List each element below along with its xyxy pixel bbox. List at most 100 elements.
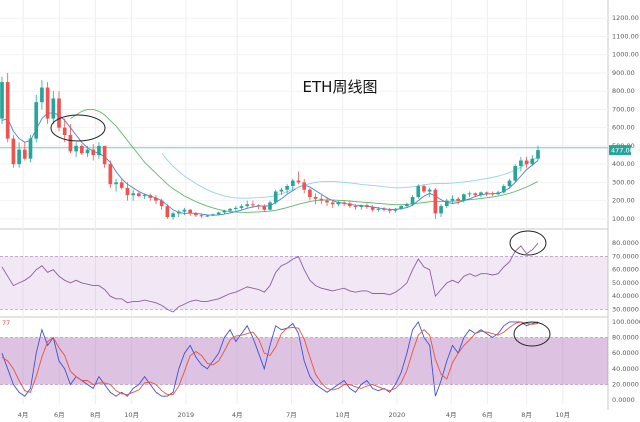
candle [330,200,335,208]
x-tick-label: 2020 [389,411,406,419]
candle-body [410,196,415,205]
candle [279,187,284,196]
candle [256,204,261,209]
candle-body [251,204,255,206]
price-tick-label: 800.00 [612,87,635,95]
candle-body [119,182,124,188]
candle [205,214,210,218]
candle [376,207,381,212]
candle [296,171,301,185]
candle [359,204,364,210]
candle-body [382,208,386,210]
candle [405,202,409,208]
candle-body [165,206,170,218]
candle [273,189,278,205]
candle [91,144,96,161]
candle [467,191,472,197]
x-tick-label: 8月 [90,411,101,419]
candle-body [216,212,221,215]
stoch-tick-label: 60.0000 [612,349,639,357]
candle [387,207,392,214]
candle-body [319,198,324,201]
candle [85,145,90,157]
candle-body [131,193,135,196]
candle [211,213,215,217]
candle [119,178,124,190]
price-tick-label: 1000.00 [612,51,639,59]
candle [501,184,506,194]
candle [125,182,130,201]
price-tick-label: 300.00 [612,178,635,186]
candle-body [91,149,96,156]
candle-body [296,180,301,183]
x-tick-label: 10月 [555,411,570,419]
annotation-layer [50,114,551,347]
x-tick-label: 10月 [335,411,350,419]
candle-body [524,160,529,165]
last-price-badge [609,145,631,156]
candle [325,196,329,207]
candle-body [490,193,495,195]
candle [62,118,67,143]
candle [422,184,426,194]
ma-long-line [161,152,539,199]
candle-body [211,214,215,216]
price-tick-label: 100.00 [612,215,635,223]
candle-body [85,149,90,154]
candle-body [416,186,421,197]
stoch-tick-label: 0.0000 [612,396,635,404]
candle [57,91,61,132]
candle-body [387,209,392,211]
last-price-label: 477.08 [611,147,634,155]
candle-body [17,149,21,165]
candle-body [325,200,329,203]
price-tick-label: 400.00 [612,160,635,168]
x-tick-label: 4月 [446,411,457,419]
stoch-tick-label: 100.0000 [612,318,640,326]
candle-body [40,87,44,103]
candle [347,201,352,208]
candle-body [159,200,164,207]
candle [0,76,4,125]
candle-body [108,164,113,185]
candle [342,200,346,207]
rsi-tick-label: 80.0000 [612,239,639,247]
candle-body [148,195,153,198]
annotation-ellipse [513,321,551,347]
candle [148,193,153,201]
candle-body [347,203,352,207]
candle-body [353,206,358,208]
candle [450,195,455,205]
annotation-ellipse [509,230,547,256]
candle [79,144,84,156]
candle [182,207,187,216]
candle [28,134,33,163]
axis-layer: 4月 6月 8月 10月 2019 4月 7月 10月 2020 4月 6月 8月 10月 100.00 2… [2,14,640,419]
candle [228,207,232,213]
candle [513,164,518,183]
candle-body [433,189,438,214]
price-tick-label: 900.00 [612,69,635,77]
candle-body [422,186,426,192]
candle-body [273,191,278,203]
rsi-tick-label: 50.0000 [612,279,639,287]
candle-body [102,145,107,165]
annotation-ellipse [50,114,106,142]
candle [11,134,16,168]
candle-body [222,210,227,213]
candle-body [262,206,267,210]
line-layer [0,108,608,397]
candle-body [176,211,181,214]
candle [245,200,250,208]
candle [479,191,483,197]
candle [268,200,272,211]
candle-body [285,186,289,190]
stoch-value-label: 77 [2,319,10,327]
candle-body [256,205,261,207]
candle-body [28,138,33,159]
candle-body [228,208,232,211]
candle [319,195,324,205]
candle-body [439,206,443,214]
candle [176,209,181,218]
